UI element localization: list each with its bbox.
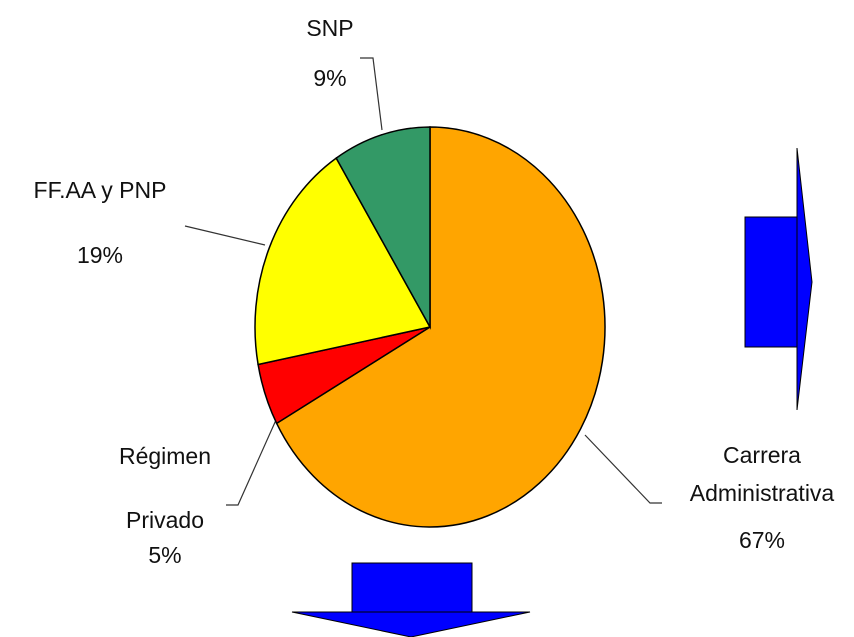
pie-slice xyxy=(254,157,432,366)
arrow-right xyxy=(744,147,813,411)
slice-label: Régimen Privado xyxy=(118,443,212,533)
pie xyxy=(254,126,606,528)
arrow-body xyxy=(744,216,798,348)
pie-slice xyxy=(275,126,606,528)
leader-line xyxy=(226,419,277,506)
slice-label: Carrera Administrativa xyxy=(689,442,835,506)
leader-line xyxy=(184,225,266,246)
arrow-head xyxy=(291,611,531,637)
slice-value-label: 9% xyxy=(313,65,347,91)
slice-value-label: 5% xyxy=(148,542,182,568)
leader-line xyxy=(360,57,383,131)
pie-slice xyxy=(335,126,431,330)
arrow-body xyxy=(351,562,473,613)
slice-label: FF.AA y PNP xyxy=(33,177,167,203)
leader-lines xyxy=(184,57,662,506)
leader-line xyxy=(584,434,662,504)
slice-value-label: 19% xyxy=(76,242,124,268)
slice-value-label: 67% xyxy=(738,527,786,553)
arrow-head xyxy=(796,147,813,411)
slice-label: SNP xyxy=(306,15,354,41)
arrow-down xyxy=(291,562,531,637)
